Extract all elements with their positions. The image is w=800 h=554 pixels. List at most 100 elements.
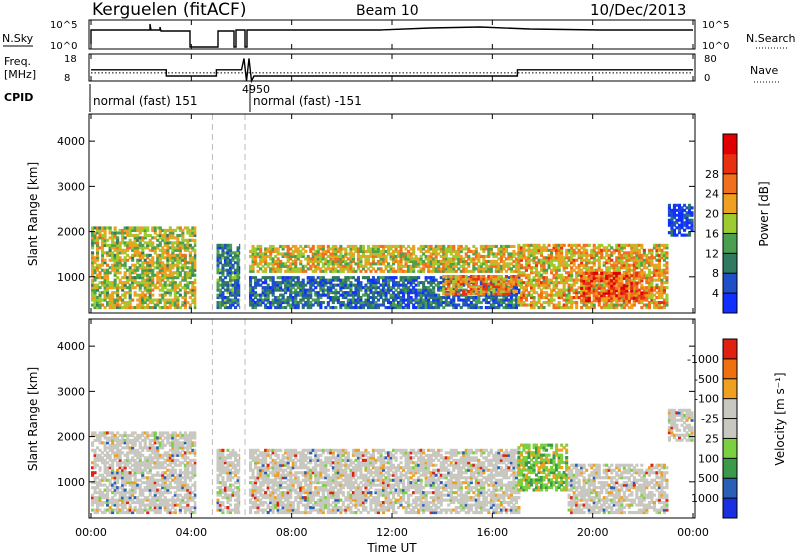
echo-cell [552,288,556,292]
echo-cell [545,256,549,260]
echo-cell [121,248,125,252]
echo-cell [685,223,689,227]
colorbar-tick-label: 20 [705,208,719,221]
echo-cell [176,296,180,300]
echo-cell [138,293,142,297]
echo-cell [535,261,539,265]
echo-cell [158,293,162,297]
echo-cell [138,236,142,240]
echo-cell [685,213,689,217]
echo-cell [101,451,105,455]
echo-cell [678,206,682,210]
echo-cell [141,238,145,242]
echo-cell [326,244,330,248]
echo-cell [509,269,513,273]
echo-cell [349,288,353,292]
echo-cell [462,303,466,307]
echo-cell [183,253,187,257]
echo-cell [497,298,501,302]
echo-cell [557,301,561,305]
echo-cell [600,288,604,292]
echo-cell [502,282,506,286]
echo-cell [254,252,258,256]
echo-cell [622,274,626,278]
echo-cell [657,306,661,310]
echo-cell [665,303,669,307]
echo-cell [600,283,604,287]
echo-cell [251,269,255,273]
echo-cell [439,267,443,271]
echo-cell [409,254,413,258]
echo-cell [499,257,503,261]
echo-cell [657,266,661,270]
echo-cell [512,254,516,258]
echo-cell [600,286,604,290]
echo-cell [271,283,275,287]
echo-cell [595,246,599,250]
echo-cell [143,226,147,230]
echo-cell [647,286,651,290]
echo-cell [570,303,574,307]
echo-cell [617,286,621,290]
echo-cell [326,293,330,297]
echo-cell [168,226,172,230]
echo-cell [231,278,235,282]
echo-cell [565,263,569,267]
echo-cell [106,431,110,435]
echo-cell [552,258,556,262]
echo-cell [590,266,594,270]
echo-cell [371,281,375,285]
echo-cell [153,228,157,232]
echo-cell [371,301,375,305]
echo-cell [657,256,661,260]
echo-cell [264,303,268,307]
echo-cell [607,276,611,280]
echo-cell [522,273,526,277]
echo-cell [151,236,155,240]
echo-cell [575,303,579,307]
echo-cell [254,278,258,282]
echo-cell [366,257,370,261]
echo-cell [133,268,137,272]
echo-cell [113,458,117,462]
echo-cell [319,247,323,251]
echo-cell [259,259,263,263]
echo-cell [442,296,446,300]
echo-cell [484,296,488,300]
echo-cell [359,247,363,251]
echo-cell [329,286,333,290]
echo-cell [592,274,596,278]
echo-cell [118,508,122,512]
echo-cell [652,273,656,277]
echo-cell [484,298,488,302]
echo-cell [642,286,646,290]
echo-cell [585,258,589,262]
echo-cell [419,281,423,285]
echo-cell [356,276,360,280]
echo-cell [524,281,528,285]
echo-cell [412,288,416,292]
echo-cell [336,276,340,280]
echo-cell [126,241,130,245]
echo-cell [111,253,115,257]
echo-cell [595,299,599,303]
echo-cell [143,258,147,262]
echo-cell [620,253,624,257]
echo-cell [111,296,115,300]
echo-cell [316,283,320,287]
echo-cell [407,288,411,292]
echo-cell [91,243,95,247]
echo-cell [101,236,105,240]
echo-cell [595,268,599,272]
echo-cell [193,273,197,277]
echo-cell [610,246,614,250]
echo-cell [652,293,656,297]
echo-cell [116,301,120,305]
echo-cell [407,249,411,253]
echo-cell [422,283,426,287]
echo-cell [509,262,513,266]
echo-cell [349,293,353,297]
echo-cell [121,293,125,297]
echo-cell [221,278,225,282]
echo-cell [221,301,225,305]
